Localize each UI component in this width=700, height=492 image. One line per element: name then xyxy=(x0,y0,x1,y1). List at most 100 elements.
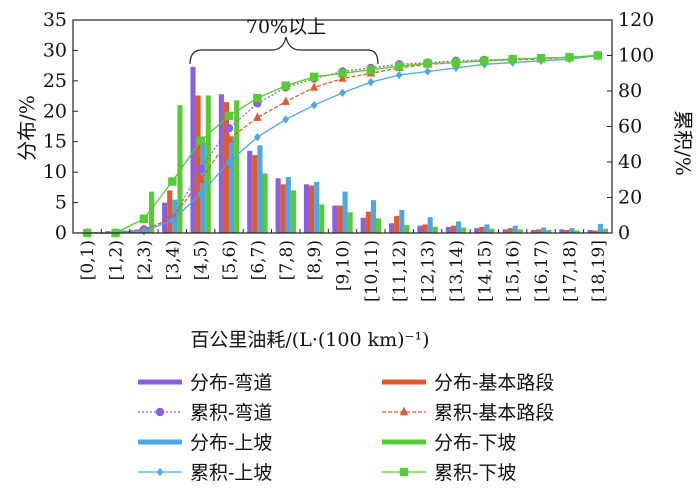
bar xyxy=(280,184,286,233)
bar xyxy=(290,190,296,233)
x-tick-label: [5,6) xyxy=(220,240,240,280)
bar xyxy=(234,100,240,233)
annotation-brace xyxy=(189,36,379,65)
bar xyxy=(502,229,508,233)
bar xyxy=(275,178,281,233)
y-right-tick-label: 20 xyxy=(618,187,642,209)
y-left-tick-label: 10 xyxy=(43,161,67,183)
x-tick-label: [10,11) xyxy=(362,240,382,302)
bar xyxy=(314,181,320,233)
bar xyxy=(370,200,376,233)
point-marker xyxy=(395,61,404,71)
bar xyxy=(592,230,598,233)
point-marker xyxy=(451,58,461,67)
bar xyxy=(474,228,480,233)
legend-item: 分布-下坡 xyxy=(382,432,516,454)
x-tick-label: [3,4) xyxy=(163,240,183,280)
x-tick-label: [14,15) xyxy=(475,240,495,302)
bar xyxy=(432,226,438,233)
point-marker xyxy=(399,406,409,416)
axes: 0 5 10 15 20 25 30 35 0 20 40 60 80 100 120 [0,1) [1,2) [… xyxy=(43,9,654,302)
y-right-tick-label: 120 xyxy=(618,9,654,31)
bar xyxy=(162,202,168,233)
y-left-tick-label: 15 xyxy=(43,131,67,153)
point-marker xyxy=(281,96,290,105)
x-tick-label: [15,16) xyxy=(504,240,524,302)
y-left-tick-label: 30 xyxy=(43,39,67,61)
bar xyxy=(417,225,423,233)
bar xyxy=(517,229,523,233)
y-left-tick-label: 20 xyxy=(43,100,67,122)
legend-label: 累积-下坡 xyxy=(434,462,516,484)
bar xyxy=(190,66,196,233)
point-marker xyxy=(395,70,403,80)
y-right-tick-label: 80 xyxy=(618,80,642,102)
point-marker xyxy=(139,214,149,223)
point-marker xyxy=(424,67,432,76)
legend-label: 累积-上坡 xyxy=(190,462,272,484)
x-tick-label: [16,17) xyxy=(532,240,552,302)
bar xyxy=(602,228,609,233)
bar xyxy=(535,229,542,233)
y-axis-left-label: 分布/% xyxy=(15,95,39,161)
point-marker xyxy=(423,59,432,68)
bar xyxy=(559,229,565,233)
bar xyxy=(342,191,348,233)
point-marker xyxy=(197,189,205,199)
point-marker xyxy=(339,88,346,97)
bar xyxy=(587,229,593,233)
bar xyxy=(455,221,462,233)
x-tick-label: [0,1) xyxy=(78,240,98,280)
bar xyxy=(200,141,206,233)
x-tick-label: [12,13) xyxy=(419,240,439,302)
y-right-tick-label: 40 xyxy=(618,151,642,173)
point-marker xyxy=(168,216,176,225)
legend-item: 累积-上坡 xyxy=(138,462,272,484)
bar xyxy=(484,224,490,233)
point-marker xyxy=(224,124,234,133)
x-tick-label: [7,8) xyxy=(277,240,297,280)
point-marker xyxy=(366,65,376,74)
x-tick-label: [9,10) xyxy=(334,240,354,291)
point-marker xyxy=(310,101,318,110)
y-left-tick-label: 25 xyxy=(43,70,67,92)
y-left-tick-label: 35 xyxy=(43,9,67,31)
x-tick-label: [6,7) xyxy=(248,240,268,280)
point-marker xyxy=(338,73,347,82)
bar xyxy=(257,145,263,233)
bar xyxy=(422,224,428,233)
bar xyxy=(564,229,570,233)
y-left-tick-label: 5 xyxy=(55,192,67,214)
bar xyxy=(479,226,485,233)
point-marker xyxy=(253,93,262,103)
point-marker xyxy=(253,132,261,142)
bar xyxy=(427,217,433,233)
x-tick-label: [13,14) xyxy=(447,240,467,302)
legend-item: 累积-基本路段 xyxy=(382,402,554,424)
point-marker xyxy=(156,467,164,477)
legend-label: 分布-弯道 xyxy=(190,372,272,394)
point-marker xyxy=(155,407,165,417)
point-marker xyxy=(309,82,319,91)
bar xyxy=(195,95,201,234)
point-marker xyxy=(253,112,262,121)
point-marker xyxy=(399,467,409,477)
x-tick-label: [11,12) xyxy=(390,240,410,302)
legend-item: 累积-下坡 xyxy=(382,462,516,484)
bar xyxy=(319,204,325,233)
bar xyxy=(347,212,353,233)
bar xyxy=(512,225,518,233)
point-marker xyxy=(224,111,234,121)
point-marker xyxy=(367,77,375,87)
legend-item: 分布-上坡 xyxy=(138,432,272,454)
legend-item: 分布-弯道 xyxy=(138,372,272,394)
point-marker xyxy=(309,72,319,81)
bar xyxy=(597,223,603,233)
bar xyxy=(507,228,513,233)
bar xyxy=(530,229,536,233)
bar xyxy=(546,229,552,233)
bar xyxy=(541,227,547,233)
bar xyxy=(489,228,495,233)
bar xyxy=(303,184,310,233)
